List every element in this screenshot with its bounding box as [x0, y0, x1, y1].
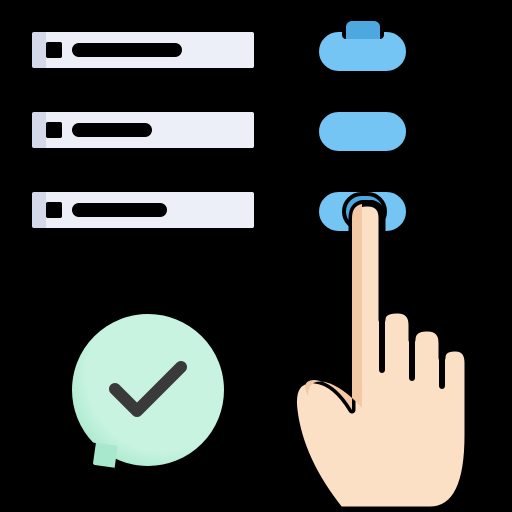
option-row-2 — [28, 108, 258, 152]
option-row-3 — [28, 188, 258, 232]
option-marker-icon — [46, 122, 62, 138]
checkmark-icon — [103, 355, 193, 425]
option-marker-icon — [46, 42, 62, 58]
pointing-hand-icon — [280, 200, 480, 510]
option-text-placeholder — [72, 123, 152, 137]
option-text-placeholder — [72, 203, 167, 217]
toggle-1[interactable] — [315, 28, 410, 75]
speech-tail — [88, 442, 117, 471]
option-marker-icon — [46, 202, 62, 218]
success-check-icon — [68, 310, 228, 470]
option-text-placeholder — [72, 43, 182, 57]
toggle-2[interactable] — [315, 108, 410, 155]
option-row-1 — [28, 28, 258, 72]
